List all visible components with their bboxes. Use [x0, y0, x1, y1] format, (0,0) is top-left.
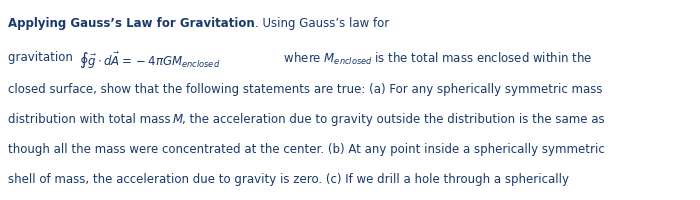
Text: closed surface, show that the following statements are true: (a) For any spheric: closed surface, show that the following … [8, 83, 603, 96]
Text: gravitation: gravitation [8, 51, 77, 64]
Text: . Using Gauss’s law for: . Using Gauss’s law for [255, 17, 389, 30]
Text: distribution with total mass: distribution with total mass [8, 113, 175, 126]
Text: though all the mass were concentrated at the center. (b) At any point inside a s: though all the mass were concentrated at… [8, 143, 605, 156]
Text: $\oint \vec{g} \cdot d\vec{A} = -4\pi GM_{enclosed}$: $\oint \vec{g} \cdot d\vec{A} = -4\pi GM… [79, 51, 220, 70]
Text: where $M_{enclosed}$ is the total mass enclosed within the: where $M_{enclosed}$ is the total mass e… [280, 51, 592, 67]
Text: Applying Gauss’s Law for Gravitation: Applying Gauss’s Law for Gravitation [8, 17, 255, 30]
Text: , the acceleration due to gravity outside the distribution is the same as: , the acceleration due to gravity outsid… [182, 113, 605, 126]
Text: shell of mass, the acceleration due to gravity is zero. (c) If we drill a hole t: shell of mass, the acceleration due to g… [8, 173, 569, 186]
Text: $M$: $M$ [172, 113, 184, 126]
